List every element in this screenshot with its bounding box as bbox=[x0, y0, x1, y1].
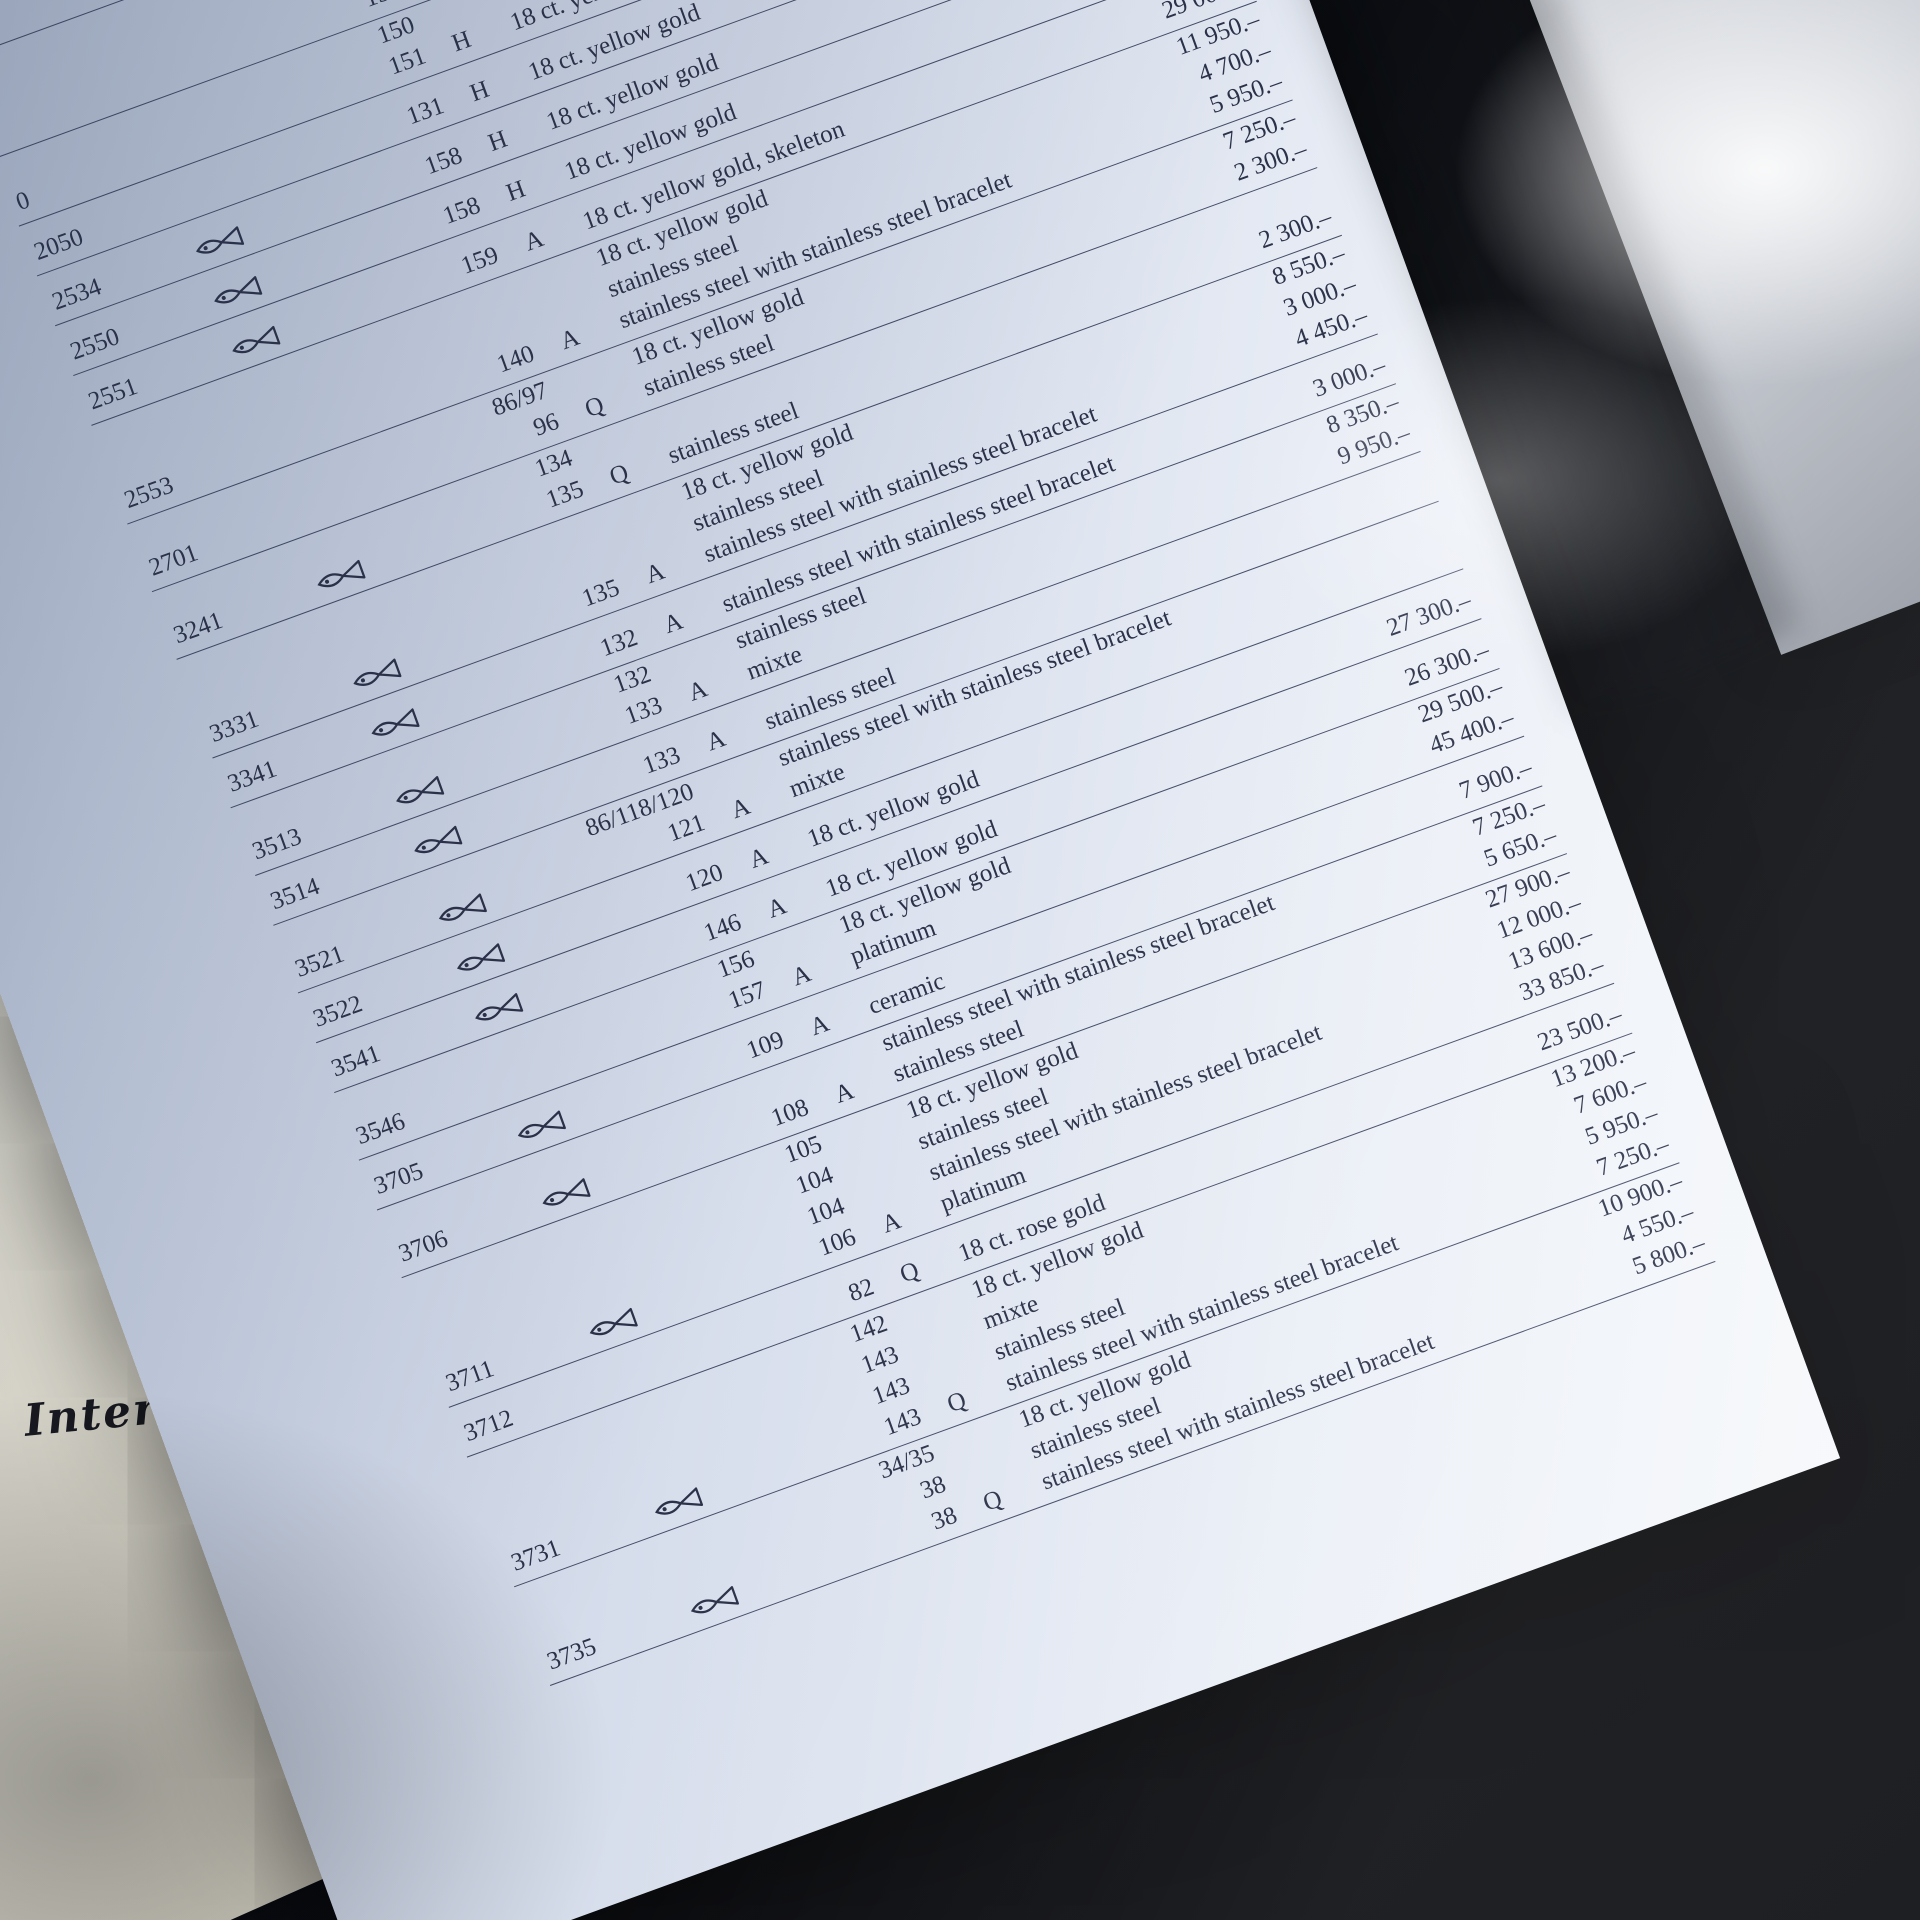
fish-icon-template bbox=[396, 776, 445, 804]
water-resistant-fish-icon bbox=[685, 1561, 804, 1627]
fish-icon-template bbox=[475, 993, 524, 1021]
price-list-table: 16718 ct. yellow gold13813913918 ct. yel… bbox=[0, 0, 1716, 1686]
fish-icon-template bbox=[542, 1178, 591, 1206]
fish-icon-template bbox=[457, 943, 506, 971]
fish-icon-template bbox=[371, 708, 420, 736]
fish-icon-template bbox=[232, 325, 281, 354]
price-list-sheet: 16718 ct. yellow gold13813913918 ct. yel… bbox=[0, 0, 1841, 1920]
fish-icon-template bbox=[655, 1487, 704, 1515]
reference-number: 3735 bbox=[543, 1632, 600, 1676]
fish-icon-template bbox=[438, 893, 487, 921]
fish-icon-template bbox=[517, 1110, 566, 1138]
fish-icon-template bbox=[414, 825, 463, 854]
fish-icon-template bbox=[317, 559, 366, 588]
fish-icon-template bbox=[589, 1307, 638, 1336]
fish-icon-template bbox=[196, 226, 245, 254]
fish-icon-template bbox=[690, 1586, 740, 1614]
movement-letter: Q bbox=[979, 1485, 1006, 1517]
fish-icon-template bbox=[353, 658, 402, 686]
fish-icon-template bbox=[214, 276, 263, 304]
